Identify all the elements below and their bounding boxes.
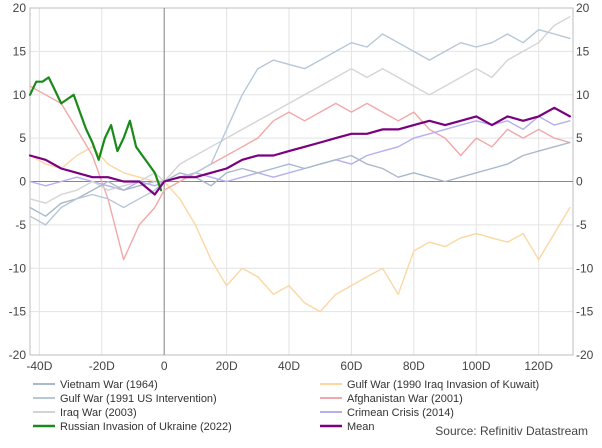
series-line-4 [29, 146, 571, 313]
series-line-7 [28, 106, 572, 196]
y-tick-label-left: -20 [9, 348, 27, 362]
series-line-2 [29, 16, 571, 204]
x-tick-label: -40D [26, 359, 52, 373]
source-note: Source: Refinitiv Datastream [435, 424, 588, 438]
series-line-3 [28, 76, 163, 192]
legend-label: Mean [347, 421, 375, 433]
x-tick-label: 60D [340, 359, 362, 373]
y-tick-label-right: -5 [576, 218, 587, 232]
y-tick-label-left: 0 [19, 175, 26, 189]
y-tick-label-left: 10 [13, 88, 27, 102]
legend-label: Iraq War (2003) [60, 407, 137, 419]
series-line-0 [29, 141, 571, 217]
x-tick-label: 0 [161, 359, 168, 373]
legend-label: Crimean Crisis (2014) [347, 407, 454, 419]
x-tick-label: 120D [524, 359, 553, 373]
legend-label: Russian Invasion of Ukraine (2022) [60, 421, 232, 433]
legend-label: Afghanistan War (2001) [347, 393, 463, 405]
y-tick-label-right: -15 [576, 305, 594, 319]
y-tick-label-left: 5 [19, 131, 26, 145]
legend-label: Gulf War (1991 US Intervention) [60, 393, 217, 405]
x-tick-label: 20D [216, 359, 238, 373]
x-tick-label: -20D [89, 359, 115, 373]
x-tick-label: 40D [278, 359, 300, 373]
y-tick-label-right: 0 [576, 175, 583, 189]
tick-labels: -20 -20 -15 -15 -10 -10 -5 -5 0 0 5 5 10 10 15 15 20 20 -4… [9, 1, 594, 373]
legend: Vietnam War (1964) Gulf War (1991 US Inte… [33, 379, 539, 433]
series-line-5 [29, 85, 571, 261]
y-tick-label-right: 5 [576, 131, 583, 145]
series-line-1 [29, 29, 571, 226]
legend-label: Gulf War (1990 Iraq Invasion of Kuwait) [347, 379, 539, 391]
y-tick-label-right: -20 [576, 348, 594, 362]
y-tick-label-right: 20 [576, 1, 590, 15]
y-tick-label-right: -10 [576, 261, 594, 275]
y-tick-label-left: -5 [15, 218, 26, 232]
x-tick-label: 100D [462, 359, 491, 373]
y-tick-label-right: 10 [576, 88, 590, 102]
y-tick-label-right: 15 [576, 44, 590, 58]
x-tick-label: 80D [403, 359, 425, 373]
y-tick-label-left: 15 [13, 44, 27, 58]
legend-label: Vietnam War (1964) [60, 379, 158, 391]
series-lines [28, 16, 572, 313]
y-tick-label-left: -10 [9, 261, 27, 275]
y-tick-label-left: -15 [9, 305, 27, 319]
y-tick-label-left: 20 [13, 1, 27, 15]
